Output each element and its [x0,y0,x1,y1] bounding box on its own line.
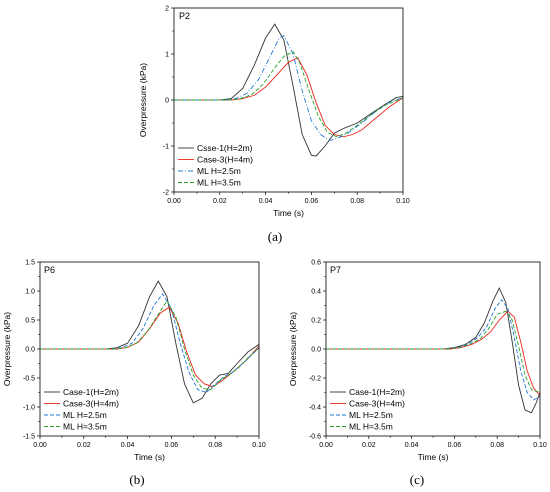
x-tick-label: 0.00 [319,442,333,449]
legend-entry: Case-3(H=4m) [63,399,119,409]
y-tick-label: -1.5 [23,434,35,441]
panel-caption: (a) [268,229,282,244]
x-tick-label: 0.06 [165,442,179,449]
y-tick-label: -1 [163,144,169,151]
x-tick-label: 0.08 [350,198,364,205]
x-tick-label: 0.08 [490,442,504,449]
x-axis-label: Time (s) [273,208,304,218]
x-tick-label: 0.04 [259,198,273,205]
x-tick-label: 0.04 [121,442,135,449]
series-line-3 [174,34,403,141]
y-axis-label: Overpressure (kPa) [138,63,148,137]
legend-entry: ML H=3.5m [349,422,393,432]
y-tick-label: 0 [165,98,169,105]
series-line-1 [40,280,259,404]
legend: Case-1(H=2m) Case-3(H=4m)ML H=2.5m ML H=3.… [330,387,405,432]
legend-entry: Case-1(H=2m) [349,387,405,397]
x-tick-label: 0.02 [77,442,91,449]
y-tick-label: 2 [165,6,169,13]
y-tick-label: -2 [163,190,169,197]
legend-entry: Case-1(H=2m) [63,387,119,397]
panel-caption: (b) [129,472,144,487]
series-line-3 [40,293,259,394]
y-tick-label: 0.0 [311,347,321,354]
legend-entry: Case-3(H=4m) [197,155,253,165]
legend: Csse-1(H=2m) Case-3(H=4m)ML H=2.5m ML H=3.… [178,143,253,188]
x-tick-label: 0.06 [305,198,319,205]
legend-entry: Csse-1(H=2m) [197,143,253,153]
legend-entry: ML H=3.5m [63,422,107,432]
legend-entry: ML H=2.5m [349,410,393,420]
y-tick-label: 0.6 [311,260,321,267]
y-tick-label: 0.0 [25,347,35,354]
series-line-1 [326,287,540,414]
panel-title: P6 [44,265,55,275]
x-tick-label: 0.10 [533,442,547,449]
series-group [40,280,259,404]
y-tick-label: 1 [165,52,169,59]
x-tick-label: 0.10 [252,442,266,449]
y-tick-label: 0.4 [311,289,321,296]
x-tick-label: 0.00 [167,198,181,205]
legend: Case-1(H=2m) Case-3(H=4m)ML H=2.5m ML H=3.… [44,387,119,432]
series-group [174,23,403,157]
y-axis-label: Overpressure (kPa) [2,312,12,386]
panel-title: P7 [330,265,341,275]
y-tick-label: -1.0 [23,405,35,412]
y-tick-label: 0.2 [311,318,321,325]
x-tick-label: 0.06 [448,442,462,449]
x-tick-label: 0.02 [362,442,376,449]
legend-entry: ML H=3.5m [197,178,241,188]
panel-caption: (c) [410,472,424,487]
x-tick-label: 0.04 [405,442,419,449]
y-tick-label: 1.0 [25,289,35,296]
chart-panel-1: 0.00 0.02 0.04 0.06 0.08 0.10 -2 -1 0 1 2 Time (s) O… [138,6,410,245]
series-line-2 [174,57,403,138]
y-tick-label: -0.5 [23,376,35,383]
x-tick-label: 0.10 [396,198,410,205]
series-line-2 [326,310,540,396]
series-group [326,287,540,414]
x-tick-label: 0.02 [213,198,227,205]
y-axis-label: Overpressure (kPa) [288,312,298,386]
series-line-4 [40,300,259,391]
series-line-4 [326,310,540,393]
y-tick-label: -0.4 [309,405,321,412]
y-tick-label: -0.2 [309,376,321,383]
y-tick-label: -0.6 [309,434,321,441]
x-tick-label: 0.08 [208,442,222,449]
y-tick-label: 1.5 [25,260,35,267]
legend-entry: ML H=2.5m [197,166,241,176]
panel-title: P2 [179,11,190,21]
y-tick-label: 0.5 [25,318,35,325]
series-line-2 [40,306,259,388]
legend-entry: ML H=2.5m [63,410,107,420]
chart-panel-3: 0.00 0.02 0.04 0.06 0.08 0.10 -0.6 -0.4 -0.2 0.0 0… [288,260,547,488]
series-line-3 [326,298,540,401]
x-tick-label: 0.00 [33,442,47,449]
chart-panel-2: 0.00 0.02 0.04 0.06 0.08 0.10 -1.5 -1.0 -0.5 0.0 0… [2,260,266,488]
legend-entry: Case-3(H=4m) [349,399,405,409]
x-axis-label: Time (s) [134,452,165,462]
series-line-1 [174,23,403,157]
x-axis-label: Time (s) [418,452,449,462]
